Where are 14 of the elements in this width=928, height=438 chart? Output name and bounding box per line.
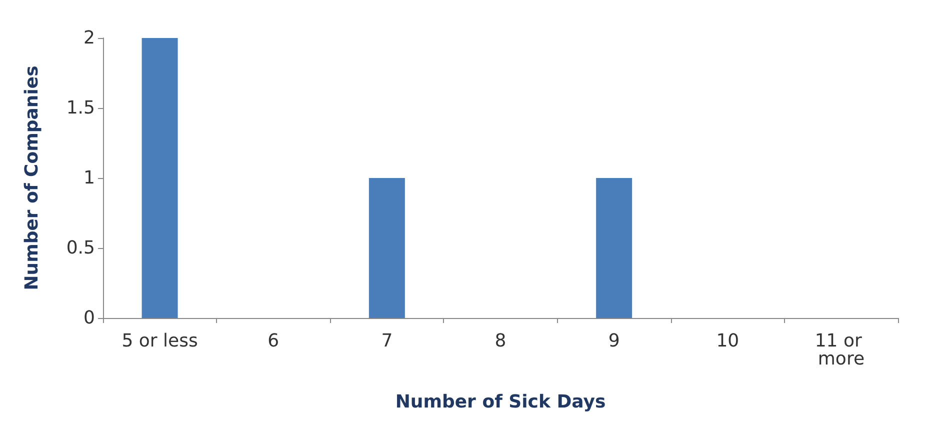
- x-tick-label: 6: [268, 330, 280, 352]
- x-tick-label: 5 or less: [122, 330, 198, 352]
- x-tick-label: 11 or more: [814, 330, 868, 370]
- y-tick-label: 0: [84, 308, 95, 328]
- y-tick-label: 1: [84, 168, 95, 188]
- x-tick-label: 8: [494, 330, 506, 352]
- y-tick-label: 2: [84, 28, 95, 48]
- y-tick-label: 1.5: [66, 98, 95, 118]
- y-axis-title: Number of Companies: [22, 66, 42, 290]
- x-tick-label: 7: [381, 330, 393, 352]
- y-tick-label: 0.5: [66, 238, 95, 258]
- x-axis-title: Number of Sick Days: [395, 392, 606, 412]
- x-tick-label: 10: [716, 330, 740, 352]
- x-tick-label: 9: [608, 330, 620, 352]
